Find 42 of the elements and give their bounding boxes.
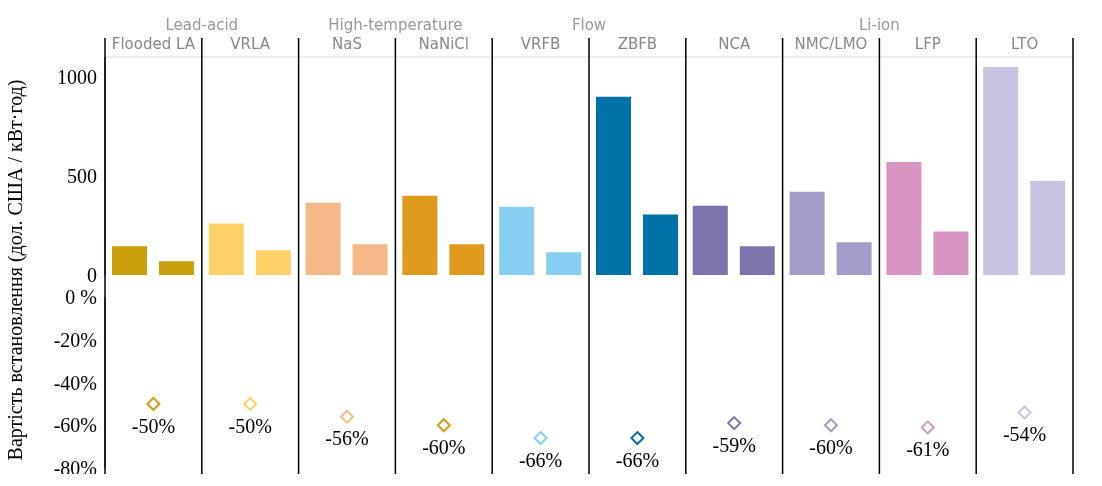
y-tick-label: -60% [53, 414, 97, 437]
y-tick-label: 500 [67, 165, 97, 188]
x-tick-label: VRLA [230, 35, 271, 53]
data-label: -59% [712, 433, 756, 456]
data-label: -50% [228, 414, 272, 437]
x-tick-label: LTO [1010, 35, 1039, 53]
data-label: -66% [615, 448, 660, 471]
point [727, 416, 742, 431]
data-label: -54% [1002, 423, 1047, 446]
y-axis-title: Вартість встановлення (дол. США / кВт·год) [7, 78, 27, 463]
x-tick-label: NMC/LMO [794, 35, 868, 53]
y-tick-label: 0 [87, 264, 97, 287]
x-tick-label: Flooded LA [111, 35, 196, 53]
point [436, 418, 451, 433]
x-tick-label: LFP [914, 35, 941, 53]
y-tick-label: -40% [53, 371, 97, 394]
text: Flow [570, 16, 608, 34]
point [920, 420, 935, 435]
point [824, 418, 838, 433]
x-tick-label: NCA [718, 35, 751, 53]
data-label: -61% [906, 438, 950, 461]
text: Li-ion [858, 16, 901, 34]
x-tick-label: NaS [332, 35, 362, 53]
point [146, 396, 161, 411]
y-tick-label: -20% [53, 328, 97, 351]
point [630, 431, 645, 446]
data-label: -60% [809, 435, 853, 458]
data-label: -60% [422, 435, 466, 458]
y-tick-label: 0 % [65, 286, 97, 309]
data-label: -66% [518, 448, 563, 471]
point [533, 431, 548, 446]
y-tick-label: 1000 [57, 65, 97, 88]
data-label: -50% [131, 414, 176, 437]
x-tick-label: ZBFB [617, 35, 658, 53]
x-tick-label: VRFB [520, 35, 561, 53]
point [1017, 405, 1032, 420]
text: Lead-acid [164, 16, 240, 34]
data-label: -56% [325, 427, 369, 450]
text: High-temperature [327, 16, 464, 34]
point [340, 409, 354, 424]
x-tick-label: NaNiCl [418, 35, 470, 53]
point [243, 396, 258, 411]
